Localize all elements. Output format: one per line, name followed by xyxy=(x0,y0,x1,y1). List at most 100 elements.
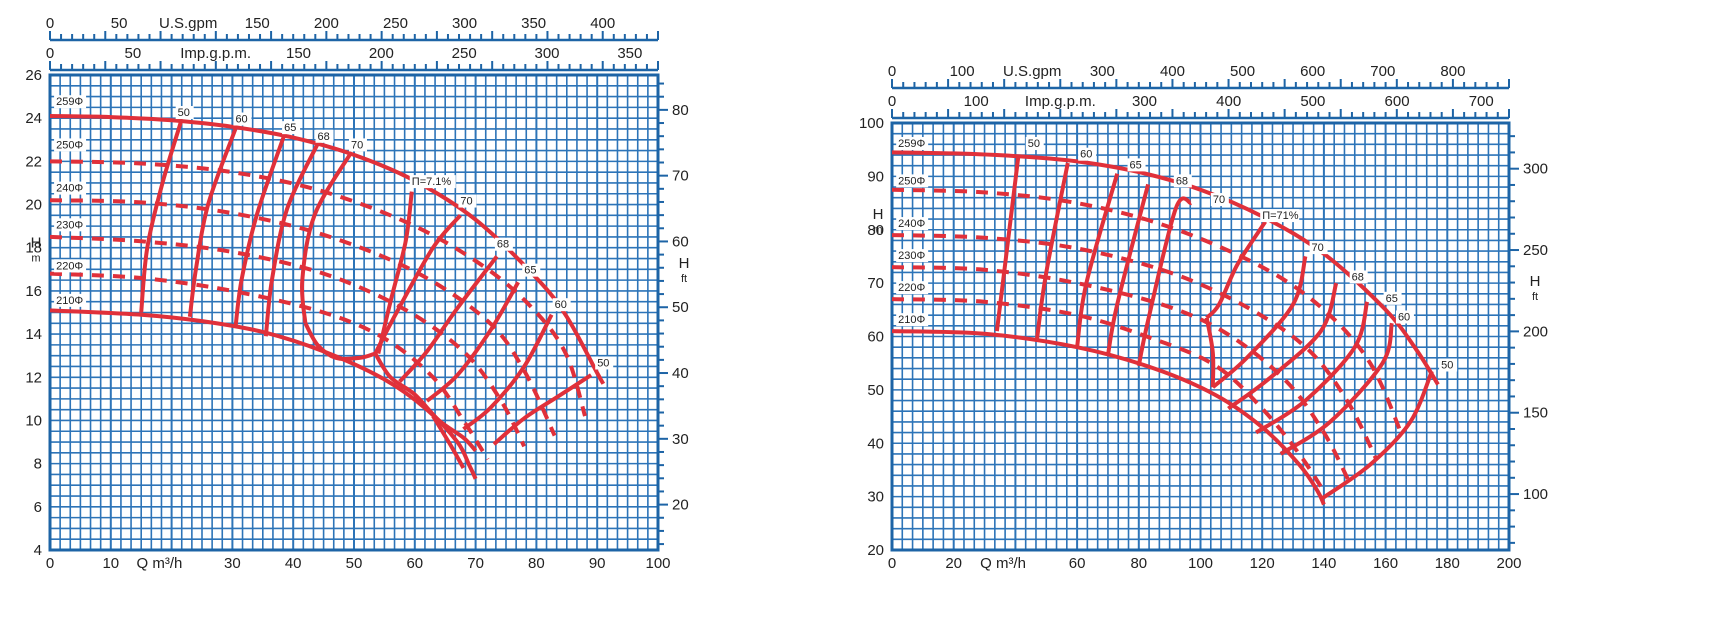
x-tick-label: 180 xyxy=(1435,555,1460,572)
efficiency-curve xyxy=(1035,162,1070,340)
y-axis-unit: m xyxy=(31,253,40,265)
efficiency-curve xyxy=(1075,173,1120,348)
impgpm-axis-tick-label: 300 xyxy=(1132,93,1157,110)
ft-tick-label: 70 xyxy=(672,168,689,185)
curve-label-bg xyxy=(1078,147,1097,161)
curve-label-bg xyxy=(1173,174,1192,188)
ft-tick-label: 300 xyxy=(1523,161,1548,178)
efficiency-curve xyxy=(492,373,593,446)
plot-frame xyxy=(48,73,660,552)
impgpm-axis-tick-label: 150 xyxy=(286,45,311,62)
curve-label: 250Φ xyxy=(898,175,925,187)
y-axis-left: 4 6 8 10 12 14 16 18 20 22 24 26 Hm xyxy=(25,67,42,559)
y-axis-right: 20 30 40 50 60 70 80 Hft xyxy=(658,82,690,546)
efficiency-curve xyxy=(1254,301,1370,435)
usgpm-axis-tick-label: 50 xyxy=(111,15,128,32)
envelope-curve xyxy=(373,352,478,453)
curve-label-bg xyxy=(595,356,614,370)
curve-label-bg xyxy=(896,249,929,263)
x-tick-label: 100 xyxy=(1188,555,1213,572)
usgpm-axis-tick-label: 800 xyxy=(1440,63,1465,80)
usgpm-axis-tick-label: 500 xyxy=(1230,63,1255,80)
x-tick-label: 80 xyxy=(1130,555,1147,572)
ft-axis-label: H xyxy=(679,255,690,272)
ft-tick-label: 250 xyxy=(1523,242,1548,259)
impgpm-axis-tick-label: 400 xyxy=(1216,93,1241,110)
plot-frame xyxy=(890,121,1511,552)
head-curve xyxy=(49,271,490,461)
x-axis-label: Q m³/h xyxy=(980,555,1026,572)
curve-label: 65 xyxy=(1130,159,1142,171)
efficiency-curve xyxy=(1279,322,1394,456)
usgpm-axis-tick-label: 350 xyxy=(521,15,546,32)
y-tick-label: 100 xyxy=(859,115,884,132)
curve-label-bg xyxy=(896,281,929,295)
ft-tick-label: 100 xyxy=(1523,486,1548,503)
x-tick-label: 20 xyxy=(945,555,962,572)
curve-label: 210Φ xyxy=(56,295,83,307)
usgpm-axis-tick-label: 100 xyxy=(950,63,975,80)
curve-label-bg xyxy=(233,112,252,126)
curve-label-bg xyxy=(494,237,513,251)
x-tick-label: 120 xyxy=(1250,555,1275,572)
curve-label-bg xyxy=(348,138,367,152)
curve-label: 240Φ xyxy=(56,183,83,195)
head-curve xyxy=(49,308,478,480)
curve-label-bg xyxy=(552,298,571,312)
efficiency-curve xyxy=(376,191,414,354)
head-curve xyxy=(891,187,1403,434)
y-tick-label: 30 xyxy=(867,489,884,506)
efficiency-curve xyxy=(1136,196,1192,367)
head-curve xyxy=(49,159,587,417)
y-tick-label: 16 xyxy=(25,283,42,300)
x-tick-label: 10 xyxy=(102,555,119,572)
impgpm-axis-tick-label: 700 xyxy=(1469,93,1494,110)
curve-label: Π=7.1% xyxy=(412,176,452,188)
curve-label: 68 xyxy=(318,131,330,143)
efficiency-curve xyxy=(139,121,183,313)
curve-label-bg xyxy=(1210,193,1229,207)
usgpm-axis-tick-label: 200 xyxy=(314,15,339,32)
efficiency-curve xyxy=(425,281,520,403)
x-tick-label: 140 xyxy=(1311,555,1336,572)
y-tick-label: 24 xyxy=(25,110,42,127)
curve-label-bg xyxy=(315,129,334,143)
y-tick-label: 60 xyxy=(867,329,884,346)
x-axis: 0 20 60 80 100 120 140 160 180 200 Q m³/h xyxy=(888,555,1522,572)
curve-label: 65 xyxy=(1386,293,1398,305)
curve-label-bg xyxy=(458,194,477,208)
impgpm-axis-tick-label: 350 xyxy=(617,45,642,62)
y-tick-label: 90 xyxy=(867,168,884,185)
y-tick-label: 10 xyxy=(25,412,42,429)
curve-label: 68 xyxy=(497,239,509,251)
curve-label: 70 xyxy=(460,196,472,208)
head-curve xyxy=(49,114,606,385)
envelope-curve xyxy=(1204,317,1216,388)
curve-label-bg xyxy=(1025,137,1044,151)
curve-label: 60 xyxy=(555,299,567,311)
ft-tick-label: 200 xyxy=(1523,323,1548,340)
ft-tick-label: 50 xyxy=(672,299,689,316)
usgpm-axis-tick-label: 300 xyxy=(452,15,477,32)
ft-tick-label: 80 xyxy=(672,102,689,119)
x-tick-label: 90 xyxy=(589,555,606,572)
impgpm-axis-tick-label: 600 xyxy=(1385,93,1410,110)
ft-tick-label: 20 xyxy=(672,497,689,514)
curves xyxy=(891,150,1440,506)
curve-label: 259Φ xyxy=(898,138,925,150)
x-tick-label: 80 xyxy=(528,555,545,572)
efficiency-curve xyxy=(398,255,499,383)
curve-label: 68 xyxy=(1352,271,1364,283)
curve-label: 50 xyxy=(597,357,609,369)
curve-label: 230Φ xyxy=(56,219,83,231)
head-curve xyxy=(49,234,526,448)
x-tick-label: 70 xyxy=(467,555,484,572)
ft-axis-unit: ft xyxy=(1532,291,1538,303)
head-curve xyxy=(891,150,1440,386)
usgpm-axis-tick-label: 400 xyxy=(590,15,615,32)
curve-label: 60 xyxy=(1080,149,1092,161)
curve-label: 240Φ xyxy=(898,218,925,230)
curve-label-bg xyxy=(54,138,87,152)
